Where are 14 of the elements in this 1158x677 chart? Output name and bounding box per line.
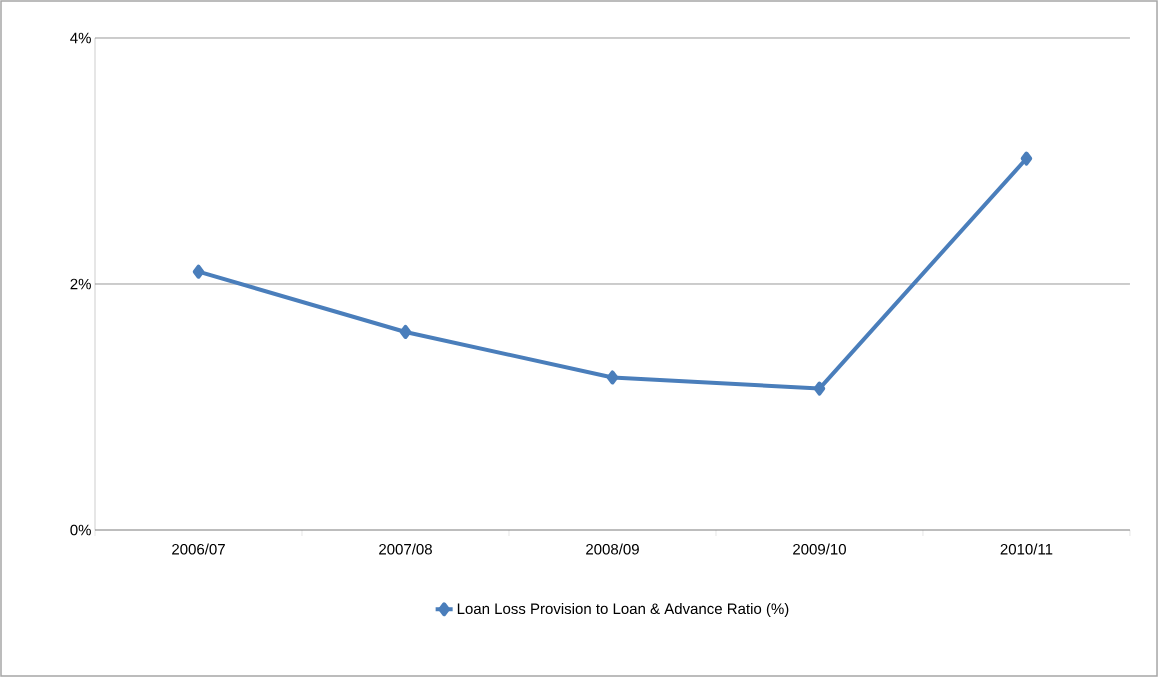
point <box>606 370 619 385</box>
y-tick-label: 0% <box>70 524 91 536</box>
point <box>192 264 205 279</box>
point <box>1020 151 1033 166</box>
point <box>813 381 826 396</box>
legend-label: Loan Loss Provision to Loan & Advance Ratio (%) <box>457 603 789 618</box>
point <box>399 324 412 339</box>
y-tick-label: 4% <box>70 32 91 44</box>
x-tick-label: 2007/08 <box>379 543 432 555</box>
x-tick-label: 2009/10 <box>793 543 846 555</box>
y-tick-label: 2% <box>70 278 91 290</box>
x-tick-label: 2008/09 <box>586 543 639 555</box>
x-tick-label: 2006/07 <box>172 543 225 555</box>
x-tick-label: 2010/11 <box>1000 543 1053 555</box>
